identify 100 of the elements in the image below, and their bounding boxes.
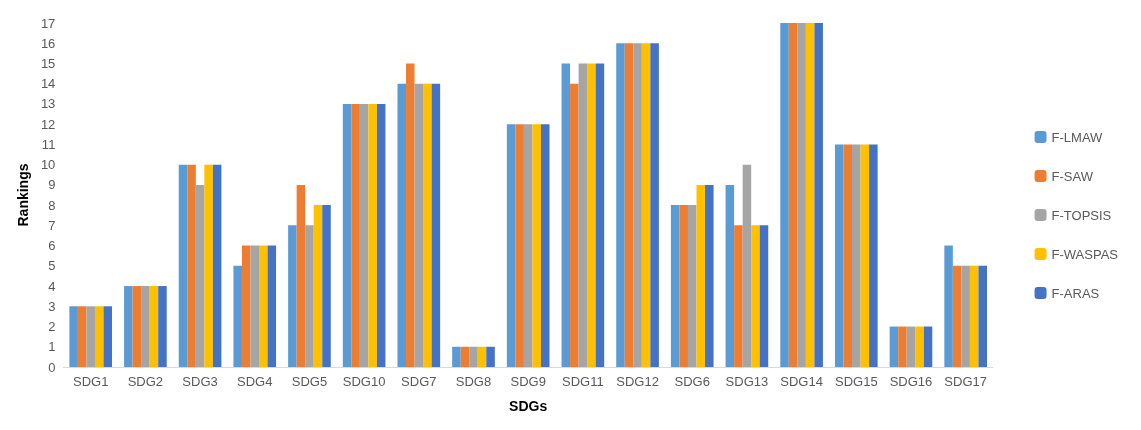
bar	[923, 326, 933, 367]
bar	[797, 23, 806, 367]
x-tick-label: SDG2	[127, 374, 164, 389]
bar	[944, 245, 953, 367]
x-tick-label: SDG14	[780, 374, 823, 389]
bar	[633, 43, 642, 367]
y-tick-label: 14	[40, 76, 56, 92]
x-tick-label: SDG12	[616, 374, 659, 389]
y-tick-label: 2	[48, 319, 56, 335]
bar	[305, 225, 314, 367]
bar	[780, 23, 789, 367]
y-axis-title: Rankings	[15, 163, 31, 227]
x-tick-label: SDG16	[889, 374, 933, 389]
bar	[915, 326, 924, 367]
bar	[406, 63, 415, 367]
x-tick-label: SDG11	[562, 374, 604, 389]
x-tick-label: SDG3	[182, 374, 218, 389]
legend-label: F-SAW	[1051, 168, 1094, 184]
bar	[397, 83, 407, 367]
y-tick-label: 4	[48, 278, 56, 294]
bar	[852, 144, 861, 367]
bar	[705, 184, 714, 367]
bar	[212, 164, 222, 367]
y-tick-label: 0	[48, 359, 56, 375]
bar	[486, 346, 495, 367]
bar	[834, 144, 844, 367]
bar	[734, 225, 743, 367]
x-tick-label: SDG15	[834, 374, 878, 389]
bar	[94, 306, 104, 367]
y-tick-label: 8	[48, 197, 56, 213]
bar	[561, 63, 571, 367]
bar	[969, 265, 979, 367]
x-axis-title: SDGs	[509, 398, 548, 414]
y-tick-label: 9	[48, 177, 56, 193]
y-tick-label: 12	[40, 116, 56, 132]
bar	[376, 103, 386, 367]
bar	[158, 286, 167, 367]
bar	[869, 144, 878, 367]
bar	[296, 184, 306, 367]
bar	[751, 225, 760, 367]
bar	[452, 346, 461, 367]
bar	[906, 326, 916, 367]
bar	[641, 43, 651, 367]
bar	[696, 184, 706, 367]
bar	[342, 103, 352, 367]
bar	[587, 63, 596, 367]
bar	[814, 23, 823, 367]
bar	[241, 245, 251, 367]
bar	[477, 346, 487, 367]
bar	[469, 346, 478, 367]
bar	[204, 164, 213, 367]
bar	[77, 306, 87, 367]
bar	[506, 124, 516, 367]
x-tick-label: SDG13	[725, 374, 769, 389]
bar	[124, 286, 133, 367]
y-tick-label: 13	[40, 96, 56, 112]
bar	[414, 83, 424, 367]
bar	[595, 63, 605, 367]
x-tick-label: SDG9	[510, 374, 546, 389]
legend-label: F-LMAW	[1051, 129, 1104, 145]
bar	[805, 23, 815, 367]
bar	[889, 326, 899, 367]
bar	[288, 225, 297, 367]
x-tick-label: SDG6	[674, 374, 710, 389]
bar	[624, 43, 634, 367]
bar	[843, 144, 853, 367]
bar	[725, 184, 735, 367]
bar	[961, 265, 970, 367]
bar	[532, 124, 541, 367]
bar	[788, 23, 798, 367]
y-tick-label: 11	[41, 136, 56, 152]
bar	[978, 265, 987, 367]
bar	[368, 103, 377, 367]
bar	[578, 63, 588, 367]
y-tick-label: 16	[40, 35, 56, 51]
bar	[650, 43, 659, 367]
y-tick-label: 15	[40, 55, 56, 71]
bar	[570, 83, 579, 367]
bar	[523, 124, 533, 367]
bar	[952, 265, 962, 367]
bar	[423, 83, 432, 367]
bar	[187, 164, 196, 367]
bar	[233, 265, 242, 367]
bar	[86, 306, 95, 367]
bar	[515, 124, 524, 367]
x-tick-label: SDG17	[944, 374, 987, 389]
bar	[431, 83, 441, 367]
bar	[540, 124, 550, 367]
bar	[141, 286, 150, 367]
y-tick-label: 5	[48, 258, 56, 274]
bar	[759, 225, 769, 367]
bar	[267, 245, 277, 367]
bar	[313, 205, 323, 367]
bar	[670, 205, 680, 367]
x-tick-label: SDG4	[237, 374, 273, 389]
bar	[687, 205, 697, 367]
bar	[616, 43, 625, 367]
legend-label: F-TOPSIS	[1051, 207, 1112, 223]
bar	[69, 306, 78, 367]
y-tick-label: 3	[48, 298, 56, 314]
